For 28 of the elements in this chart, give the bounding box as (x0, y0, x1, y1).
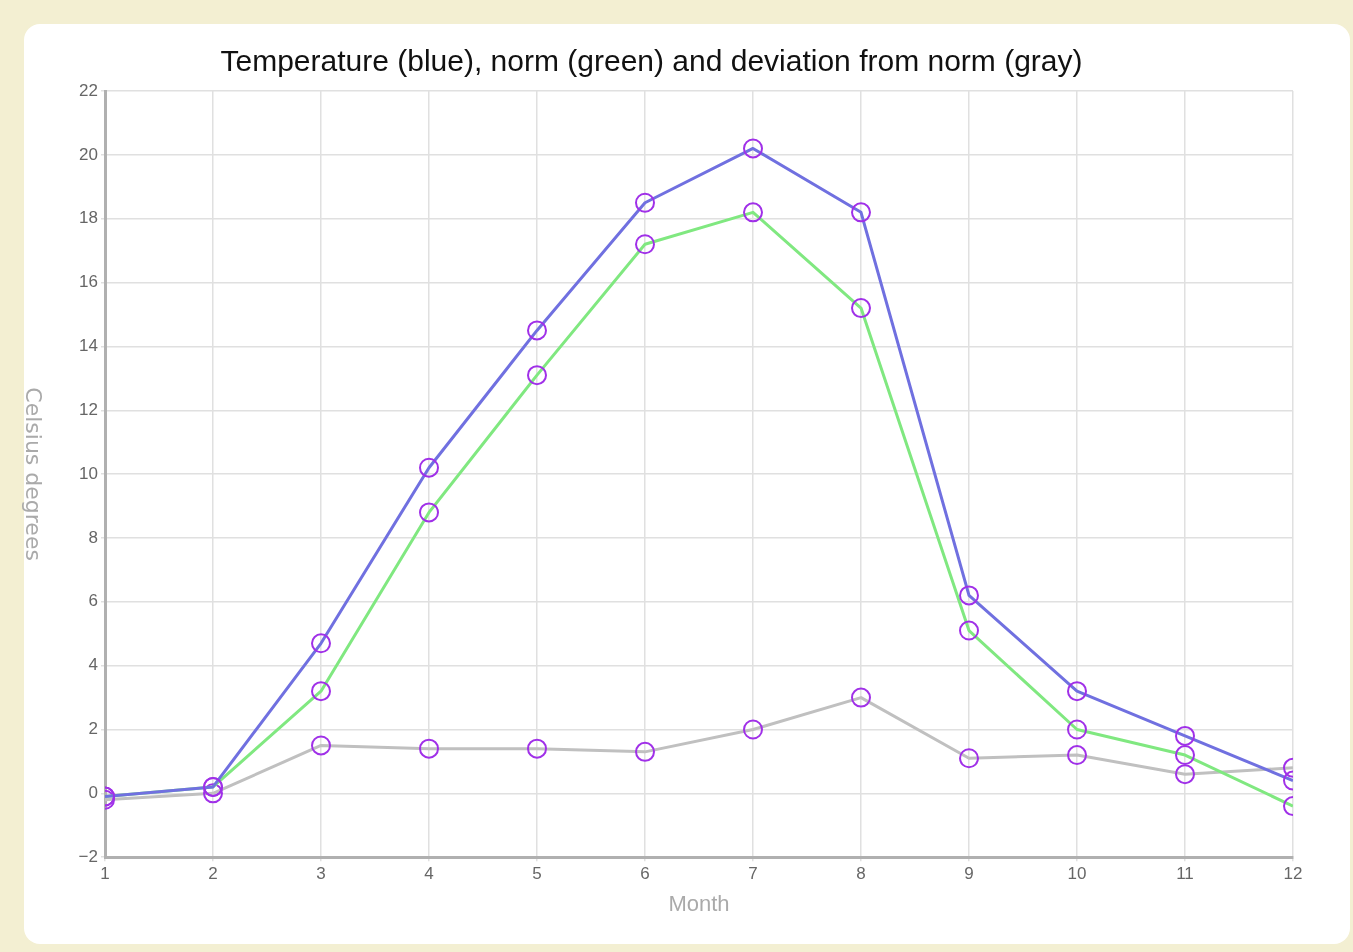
x-tick-label: 4 (424, 864, 434, 884)
x-axis-title: Month (668, 890, 730, 916)
y-tick-label: −2 (78, 846, 98, 866)
y-tick-label: 8 (88, 527, 98, 547)
x-tick-label: 11 (1176, 864, 1194, 884)
x-tick-label: 3 (316, 864, 326, 884)
y-tick-label: 10 (79, 463, 98, 483)
y-tick-label: 14 (79, 336, 98, 356)
y-axis-title: Celsius degrees (21, 387, 47, 561)
y-tick-label: 18 (79, 208, 98, 228)
y-tick-label: 4 (88, 655, 98, 675)
x-tick-label: 5 (532, 864, 542, 884)
y-tick-label: 16 (79, 272, 98, 292)
x-tick-label: 10 (1067, 864, 1087, 884)
y-tick-label: 6 (88, 591, 98, 611)
x-tick-label: 2 (208, 864, 218, 884)
y-tick-label: 2 (88, 719, 98, 739)
y-tick-label: 20 (79, 144, 98, 164)
x-tick-label: 9 (964, 864, 974, 884)
x-tick-label: 6 (640, 864, 650, 884)
x-tick-label: 1 (100, 864, 110, 884)
x-tick-label: 7 (748, 864, 758, 884)
y-tick-label: 22 (79, 80, 98, 100)
y-tick-label: 12 (79, 399, 98, 419)
y-tick-label: 0 (88, 783, 98, 803)
chart-title: Temperature (blue), norm (green) and deviation from norm (gray) (220, 44, 1083, 78)
x-tick-label: 8 (856, 864, 866, 884)
x-tick-label: 12 (1283, 864, 1303, 884)
